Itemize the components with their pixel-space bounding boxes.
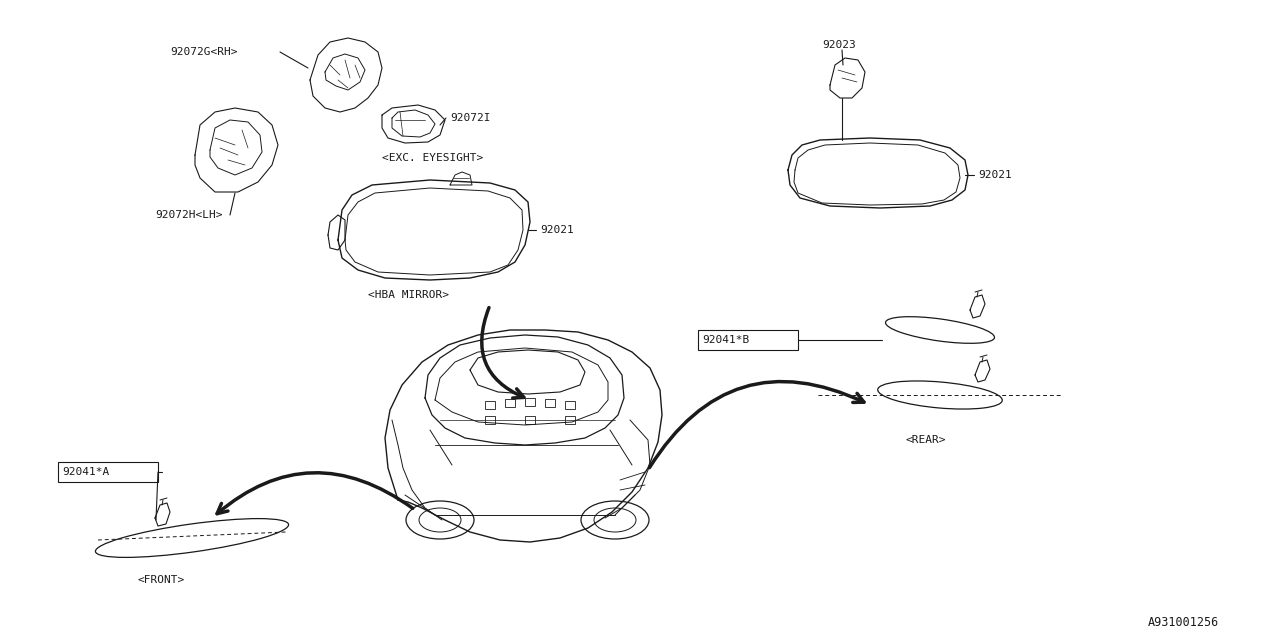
- Text: 92023: 92023: [822, 40, 856, 50]
- Text: <REAR>: <REAR>: [905, 435, 946, 445]
- Text: 92021: 92021: [540, 225, 573, 235]
- Text: 92021: 92021: [978, 170, 1011, 180]
- Text: 92072I: 92072I: [451, 113, 490, 123]
- Text: 92072G<RH>: 92072G<RH>: [170, 47, 238, 57]
- Text: A931001256: A931001256: [1148, 616, 1220, 628]
- Text: 92041*A: 92041*A: [61, 467, 109, 477]
- Text: <EXC. EYESIGHT>: <EXC. EYESIGHT>: [381, 153, 484, 163]
- Text: 92041*B: 92041*B: [701, 335, 749, 345]
- Text: <FRONT>: <FRONT>: [138, 575, 186, 585]
- Text: <HBA MIRROR>: <HBA MIRROR>: [369, 290, 449, 300]
- Text: 92072H<LH>: 92072H<LH>: [155, 210, 223, 220]
